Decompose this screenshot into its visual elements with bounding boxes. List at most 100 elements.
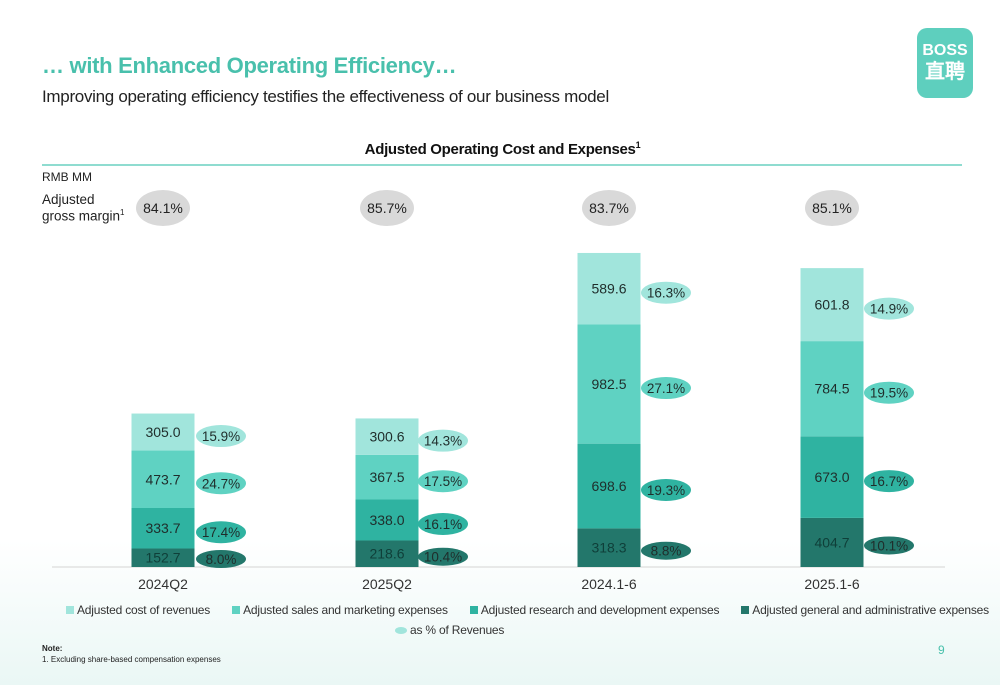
bar-adjusted-sales-and-marketing-expenses-2025q2 [355,454,419,500]
pct-label-adjusted-research-and-development-expenses-2024-1-6: 19.3% [647,483,685,498]
gross-margin-label-line1: Adjusted [42,192,95,207]
bar-adjusted-general-and-administrative-expenses-2025-1-6 [800,517,864,567]
bar-adjusted-general-and-administrative-expenses-2025q2 [355,540,419,567]
gross-margin-bubble-2024-1-6 [582,190,636,226]
value-label-adjusted-cost-of-revenues-2025q2: 300.6 [369,429,404,445]
pct-label-adjusted-general-and-administrative-expenses-2025-1-6: 10.1% [870,538,908,553]
legend-item-adjusted-research-and-development-expenses: Adjusted research and development expens… [469,603,720,617]
gross-margin-footnote: 1 [120,208,125,217]
legend-label-adjusted-research-and-development-expenses: Adjusted research and development expens… [480,603,720,617]
value-label-adjusted-research-and-development-expenses-2025-1-6: 673.0 [814,469,849,485]
x-tick-label-2025-1-6: 2025.1-6 [804,576,859,592]
logo-text-line1: BOSS [922,42,968,59]
value-label-adjusted-cost-of-revenues-2024-1-6: 589.6 [591,281,626,297]
pct-bubble-adjusted-research-and-development-expenses-2025-1-6 [864,470,914,493]
page-title: … with Enhanced Operating Efficiency… [42,53,457,78]
bar-adjusted-general-and-administrative-expenses-2024q2 [131,548,195,567]
legend-item-pct: as % of Revenues [395,623,504,637]
bar-adjusted-sales-and-marketing-expenses-2024q2 [131,450,195,508]
x-tick-label-2024q2: 2024Q2 [138,576,188,592]
bar-adjusted-research-and-development-expenses-2025-1-6 [800,436,864,518]
pct-bubble-adjusted-research-and-development-expenses-2024-1-6 [641,479,691,502]
value-label-adjusted-research-and-development-expenses-2024-1-6: 698.6 [591,478,626,494]
legend-swatch-adjusted-general-and-administrative-expenses [741,606,750,614]
legend-pct-label: as % of Revenues [410,623,505,637]
gross-margin-bubble-2025-1-6 [805,190,859,226]
pct-bubble-adjusted-cost-of-revenues-2025-1-6 [864,297,914,320]
footnote-text: 1. Excluding share-based compensation ex… [42,655,221,664]
legend-label-adjusted-sales-and-marketing-expenses: Adjusted sales and marketing expenses [243,603,448,617]
legend-ellipse-swatch [395,627,407,635]
legend-item-adjusted-sales-and-marketing-expenses: Adjusted sales and marketing expenses [232,603,448,617]
bar-adjusted-cost-of-revenues-2025-1-6 [800,268,864,342]
gross-margin-label-line2: gross margin [42,208,121,224]
legend-item-adjusted-cost-of-revenues: Adjusted cost of revenues [66,603,210,617]
pct-bubble-adjusted-general-and-administrative-expenses-2025-1-6 [864,536,914,555]
pct-bubble-adjusted-sales-and-marketing-expenses-2024-1-6 [641,377,691,400]
value-label-adjusted-research-and-development-expenses-2025q2: 338.0 [369,512,404,528]
pct-label-adjusted-general-and-administrative-expenses-2024q2: 8.0% [206,552,237,567]
value-label-adjusted-cost-of-revenues-2025-1-6: 601.8 [814,297,849,313]
pct-bubble-adjusted-cost-of-revenues-2025q2 [418,429,468,452]
gross-margin-bubble-2025q2 [360,190,414,226]
logo-text-line2: 直聘 [925,61,965,83]
value-label-adjusted-general-and-administrative-expenses-2025-1-6: 404.7 [814,534,849,550]
gross-margin-bubble-2024q2 [136,190,190,226]
page-number: 9 [938,643,945,657]
pct-label-adjusted-cost-of-revenues-2024-1-6: 16.3% [647,286,685,301]
pct-label-adjusted-general-and-administrative-expenses-2024-1-6: 8.8% [651,544,682,559]
pct-label-adjusted-research-and-development-expenses-2025-1-6: 16.7% [870,474,908,489]
value-label-adjusted-sales-and-marketing-expenses-2025q2: 367.5 [369,469,404,485]
page-subtitle: Improving operating efficiency testifies… [42,87,609,106]
bar-adjusted-research-and-development-expenses-2024q2 [131,507,195,549]
pct-label-adjusted-cost-of-revenues-2025-1-6: 14.9% [870,302,908,317]
chart-title-footnote: 1 [635,140,641,150]
bar-adjusted-cost-of-revenues-2024q2 [131,413,195,451]
pct-label-adjusted-sales-and-marketing-expenses-2025q2: 17.5% [424,474,462,489]
legend-swatch-adjusted-sales-and-marketing-expenses [232,606,241,614]
chart-title: Adjusted Operating Cost and Expenses1 [0,140,1000,158]
bar-adjusted-sales-and-marketing-expenses-2024-1-6 [577,324,641,444]
pct-label-adjusted-sales-and-marketing-expenses-2024q2: 24.7% [202,476,240,491]
pct-label-adjusted-cost-of-revenues-2024q2: 15.9% [202,429,240,444]
legend-label-adjusted-general-and-administrative-expenses: Adjusted general and administrative expe… [752,603,989,617]
bar-adjusted-sales-and-marketing-expenses-2025-1-6 [800,341,864,437]
value-label-adjusted-sales-and-marketing-expenses-2025-1-6: 784.5 [814,381,849,397]
pct-label-adjusted-research-and-development-expenses-2024q2: 17.4% [202,525,240,540]
pct-bubble-adjusted-general-and-administrative-expenses-2024-1-6 [641,541,691,560]
legend-label-adjusted-cost-of-revenues: Adjusted cost of revenues [77,603,211,617]
chart-title-text: Adjusted Operating Cost and Expenses [364,141,636,158]
pct-bubble-adjusted-research-and-development-expenses-2025q2 [418,512,468,535]
value-label-adjusted-general-and-administrative-expenses-2025q2: 218.6 [369,546,404,562]
legend-swatch-adjusted-research-and-development-expenses [469,606,478,614]
bar-adjusted-cost-of-revenues-2025q2 [355,418,419,455]
pct-label-adjusted-cost-of-revenues-2025q2: 14.3% [424,434,462,449]
pct-label-adjusted-research-and-development-expenses-2025q2: 16.1% [424,517,462,532]
legend-row-series: Adjusted cost of revenues Adjusted sales … [66,603,989,617]
unit-label: RMB MM [42,170,92,184]
legend-swatch-adjusted-cost-of-revenues [66,606,74,614]
legend-item-adjusted-general-and-administrative-expenses: Adjusted general and administrative expe… [741,603,989,617]
pct-bubble-adjusted-sales-and-marketing-expenses-2025-1-6 [864,381,914,404]
brand-logo: BOSS 直聘 [917,28,973,98]
value-label-adjusted-sales-and-marketing-expenses-2024q2: 473.7 [145,471,180,487]
bar-adjusted-cost-of-revenues-2024-1-6 [577,252,641,325]
pct-bubble-adjusted-cost-of-revenues-2024-1-6 [641,281,691,304]
pct-bubble-adjusted-sales-and-marketing-expenses-2024q2 [196,472,246,495]
x-tick-label-2024-1-6: 2024.1-6 [581,576,636,592]
pct-label-adjusted-general-and-administrative-expenses-2025q2: 10.4% [424,550,462,565]
value-label-adjusted-research-and-development-expenses-2024q2: 333.7 [145,520,180,536]
value-label-adjusted-cost-of-revenues-2024q2: 305.0 [145,424,180,440]
gross-margin-value-2025q2: 85.7% [367,200,407,216]
bar-adjusted-research-and-development-expenses-2024-1-6 [577,443,641,529]
gross-margin-label: Adjusted gross margin1 [42,193,124,223]
gross-margin-value-2024q2: 84.1% [143,200,183,216]
chart-title-rule [42,164,962,166]
value-label-adjusted-general-and-administrative-expenses-2024-1-6: 318.3 [591,540,626,556]
x-tick-label-2025q2: 2025Q2 [362,576,412,592]
pct-bubble-adjusted-research-and-development-expenses-2024q2 [196,521,246,544]
pct-bubble-adjusted-general-and-administrative-expenses-2024q2 [196,550,246,568]
pct-label-adjusted-sales-and-marketing-expenses-2024-1-6: 27.1% [647,381,685,396]
footnote-title: Note: [42,644,63,653]
